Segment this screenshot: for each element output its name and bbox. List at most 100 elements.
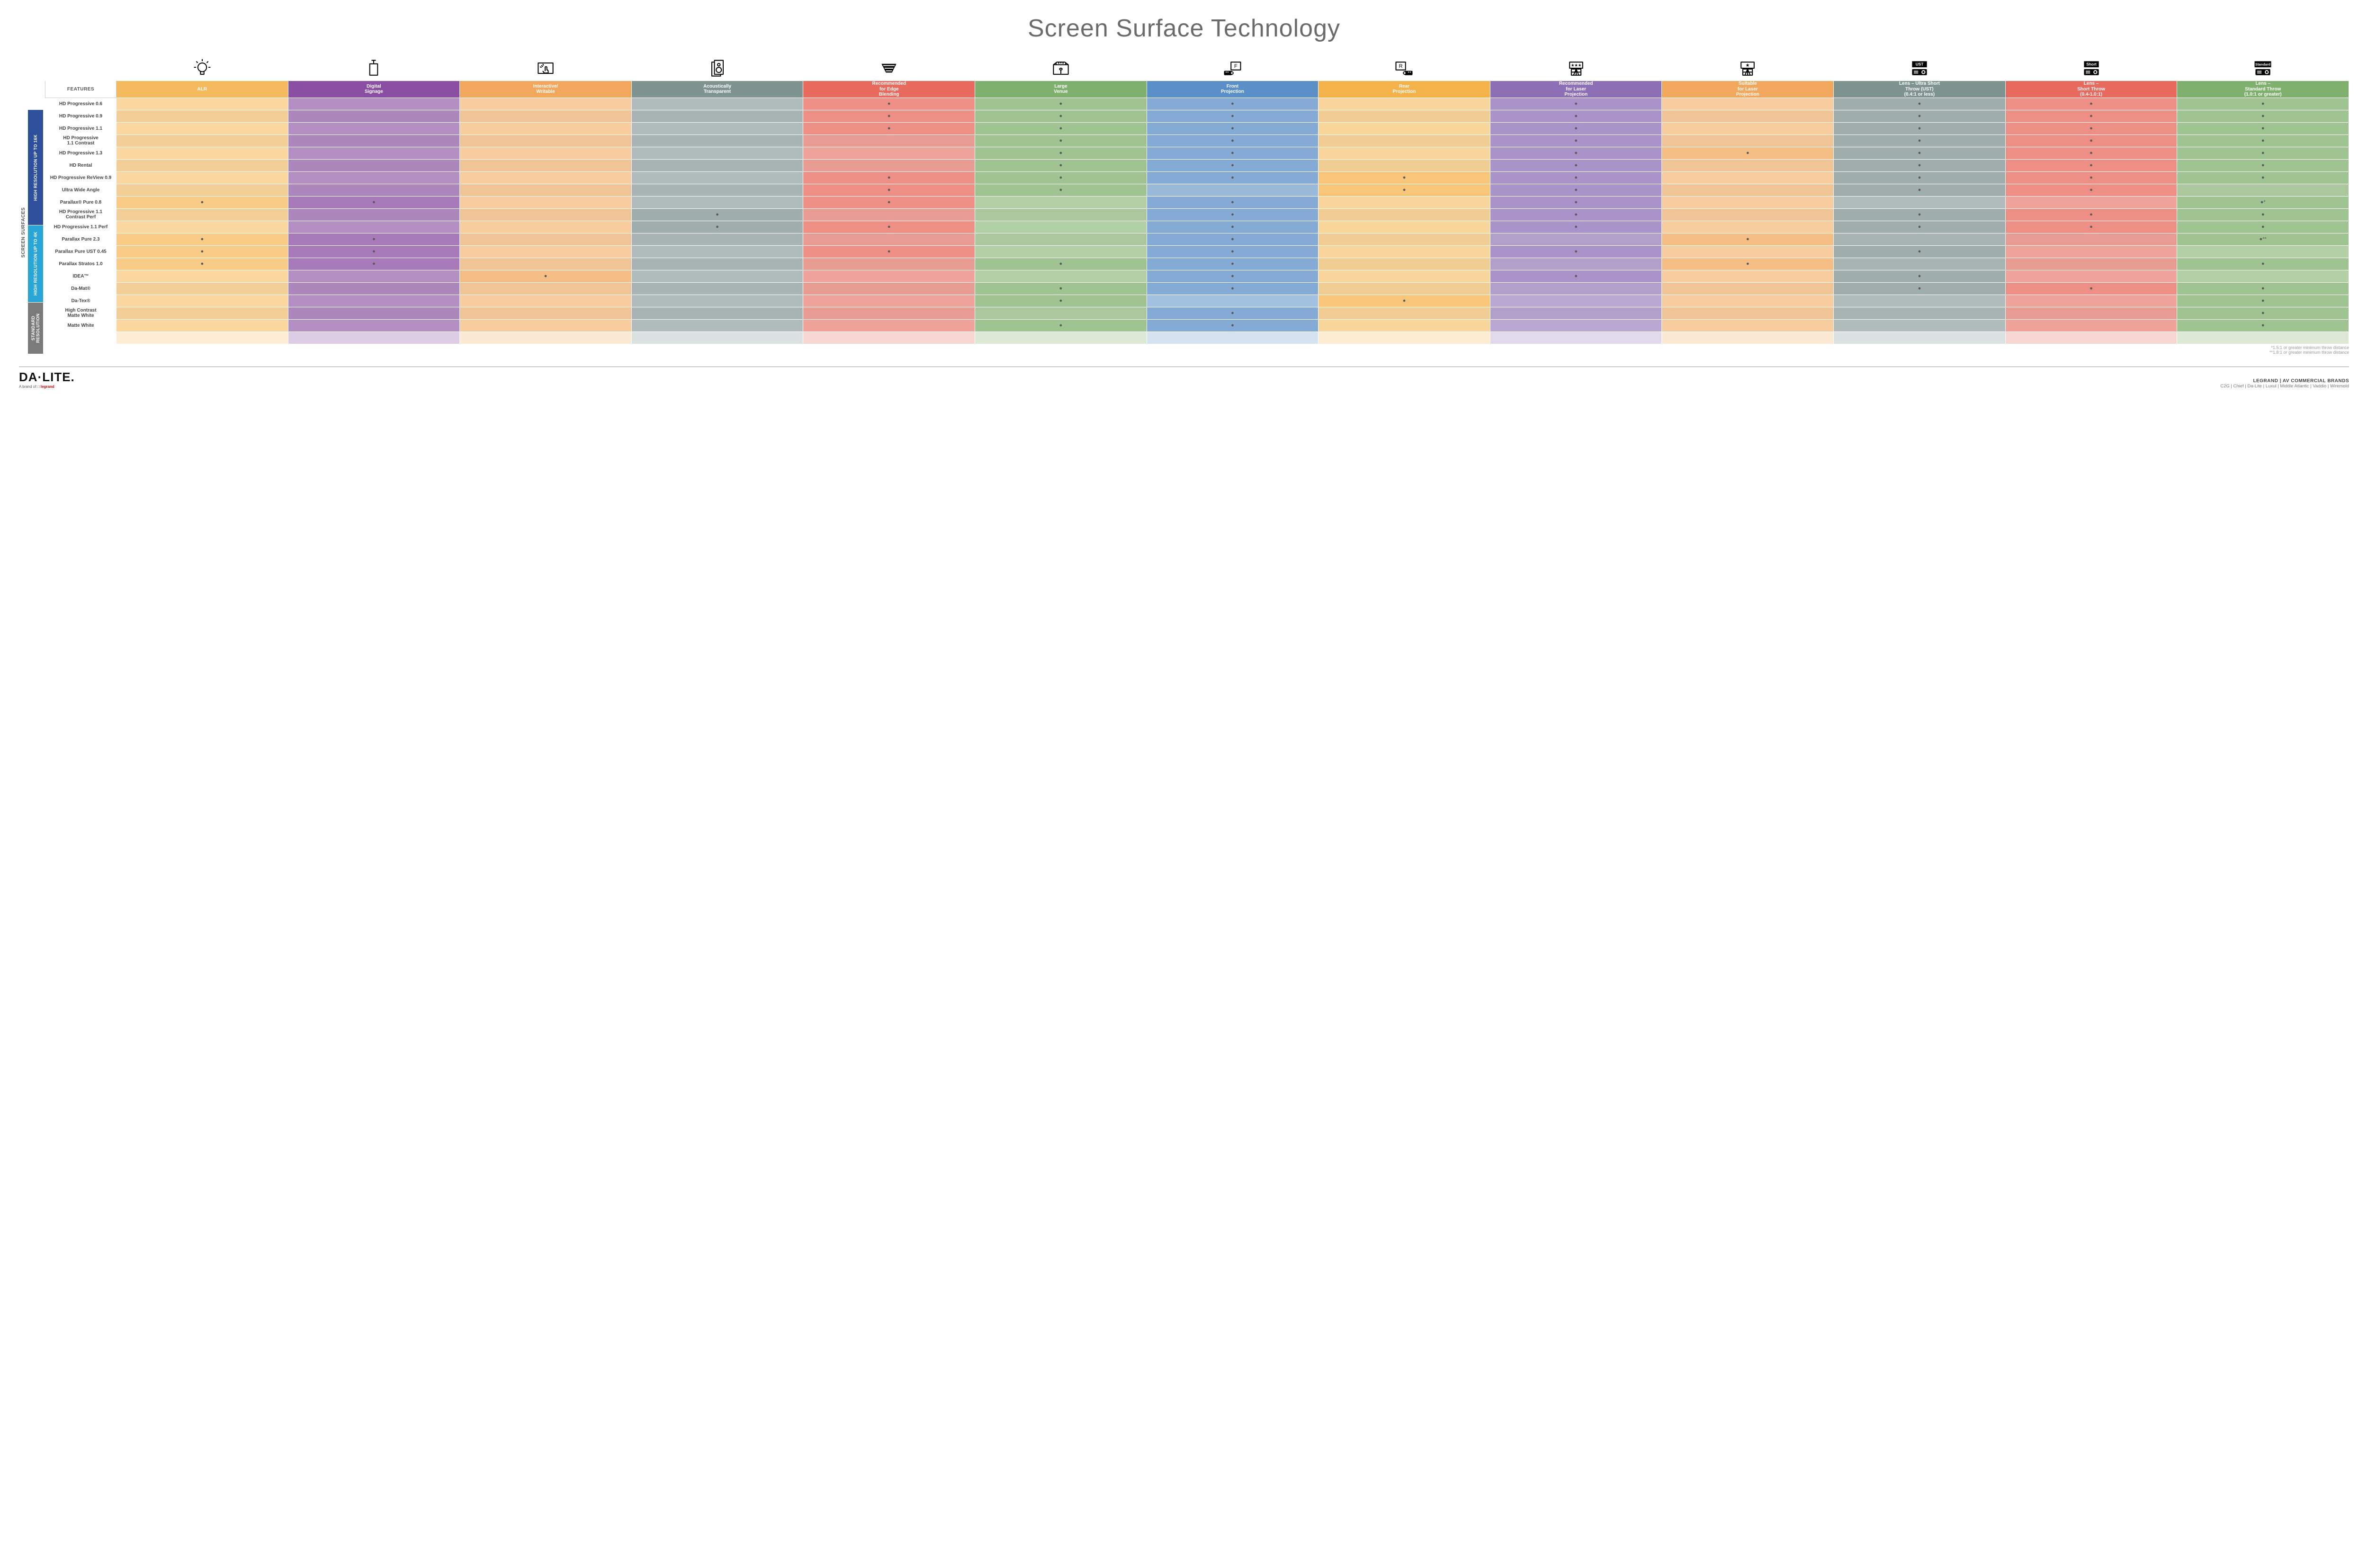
table-cell [631, 159, 803, 171]
table-cell [803, 98, 975, 110]
standard-icon: Standard [2177, 57, 2349, 81]
table-cell [1147, 307, 1319, 319]
table-cell [460, 134, 632, 147]
table-cell [288, 245, 460, 258]
table-cell [460, 98, 632, 110]
brand-name: DA·LITE. [19, 370, 75, 385]
table-cell [288, 184, 460, 196]
column-header: Suitablefor LaserProjection [1662, 81, 1834, 98]
table-cell [1319, 282, 1490, 295]
table-cell [288, 307, 460, 319]
table-cell [1490, 221, 1662, 233]
table-cell [1319, 134, 1490, 147]
table-cell [460, 159, 632, 171]
table-cell [288, 270, 460, 282]
table-cell [2005, 98, 2177, 110]
ust-icon: UST [1834, 57, 2006, 81]
row-label: Parallax Stratos 1.0 [45, 258, 117, 270]
table-cell [460, 245, 632, 258]
table-cell [288, 196, 460, 208]
table-cell [1147, 245, 1319, 258]
table-cell [1147, 295, 1319, 307]
table-cell [1490, 122, 1662, 134]
table-cell [117, 134, 288, 147]
table-cell [2005, 110, 2177, 122]
table-cell [2177, 307, 2349, 319]
table-cell [975, 307, 1147, 319]
table-cell [2005, 159, 2177, 171]
table-cell [2005, 171, 2177, 184]
table-cell [460, 196, 632, 208]
table-cell [2177, 221, 2349, 233]
table-cell [1147, 221, 1319, 233]
features-header: FEATURES [45, 81, 117, 98]
table-cell [1490, 208, 1662, 221]
table-cell [1662, 98, 1834, 110]
table-cell [975, 319, 1147, 332]
row-label: Parallax Pure UST 0.45 [45, 245, 117, 258]
table-cell [803, 258, 975, 270]
table-cell [631, 184, 803, 196]
table-cell [631, 245, 803, 258]
table-cell [288, 295, 460, 307]
footnotes: *1.5:1 or greater minimum throw distance… [45, 345, 2349, 356]
brand-logo: DA·LITE. A brand of □ legrand [19, 370, 75, 389]
table-cell [1319, 171, 1490, 184]
laser-suit-icon: ★ [1662, 57, 1834, 81]
table-cell [1834, 221, 2006, 233]
table-cell [631, 221, 803, 233]
column-header: DigitalSignage [288, 81, 460, 98]
brand-sub: A brand of □ legrand [19, 385, 75, 389]
row-label: HD Progressive 1.1 [45, 122, 117, 134]
page-title: Screen Surface Technology [19, 14, 2349, 43]
table-cell [1490, 258, 1662, 270]
svg-text:★: ★ [1746, 63, 1750, 68]
row-label: IDEA™ [45, 270, 117, 282]
table-cell [2005, 208, 2177, 221]
footer-brands: LEGRAND | AV COMMERCIAL BRANDS C2G | Chi… [2220, 378, 2349, 389]
table-cell [1147, 110, 1319, 122]
row-label: HD Rental [45, 159, 117, 171]
side-outer-label: SCREEN SURFACES [19, 110, 28, 355]
table-cell [803, 282, 975, 295]
column-header: Lens –Standard Throw(1.0:1 or greater) [2177, 81, 2349, 98]
side-group-label: HIGH RESOLUTION UP TO 16K [28, 110, 43, 225]
table-cell [2005, 245, 2177, 258]
table-cell [288, 122, 460, 134]
table-cell [1490, 245, 1662, 258]
table-cell [631, 270, 803, 282]
table-cell [975, 208, 1147, 221]
table-cell [2005, 233, 2177, 245]
row-label: High ContrastMatte White [45, 307, 117, 319]
side-labels: SCREEN SURFACES HIGH RESOLUTION UP TO 16… [19, 57, 43, 355]
table-cell [2005, 258, 2177, 270]
table-cell [1147, 147, 1319, 159]
table-cell [975, 171, 1147, 184]
table-cell [2177, 319, 2349, 332]
table-cell [1662, 332, 1834, 344]
table-cell [1662, 270, 1834, 282]
table-cell [1490, 233, 1662, 245]
table-cell [1834, 307, 2006, 319]
footnote: *1.5:1 or greater minimum throw distance [45, 345, 2349, 350]
table-cell [1319, 270, 1490, 282]
table-cell [1319, 110, 1490, 122]
table-cell [1662, 233, 1834, 245]
table-cell [460, 295, 632, 307]
table-cell [460, 307, 632, 319]
table-cell [2005, 270, 2177, 282]
table-cell [288, 147, 460, 159]
row-label: HD Progressive1.1 Contrast [45, 134, 117, 147]
row-label: HD Progressive 0.6 [45, 98, 117, 110]
table-cell [1490, 282, 1662, 295]
table-cell [631, 208, 803, 221]
table-cell [288, 233, 460, 245]
table-cell [1834, 295, 2006, 307]
table-cell [1662, 184, 1834, 196]
front-icon: F [1147, 57, 1319, 81]
column-header: Lens – Ultra ShortThrow (UST)(0.4:1 or l… [1834, 81, 2006, 98]
table-cell [1662, 159, 1834, 171]
table-cell [117, 208, 288, 221]
table-cell [1319, 221, 1490, 233]
svg-text:Short: Short [2086, 62, 2097, 66]
